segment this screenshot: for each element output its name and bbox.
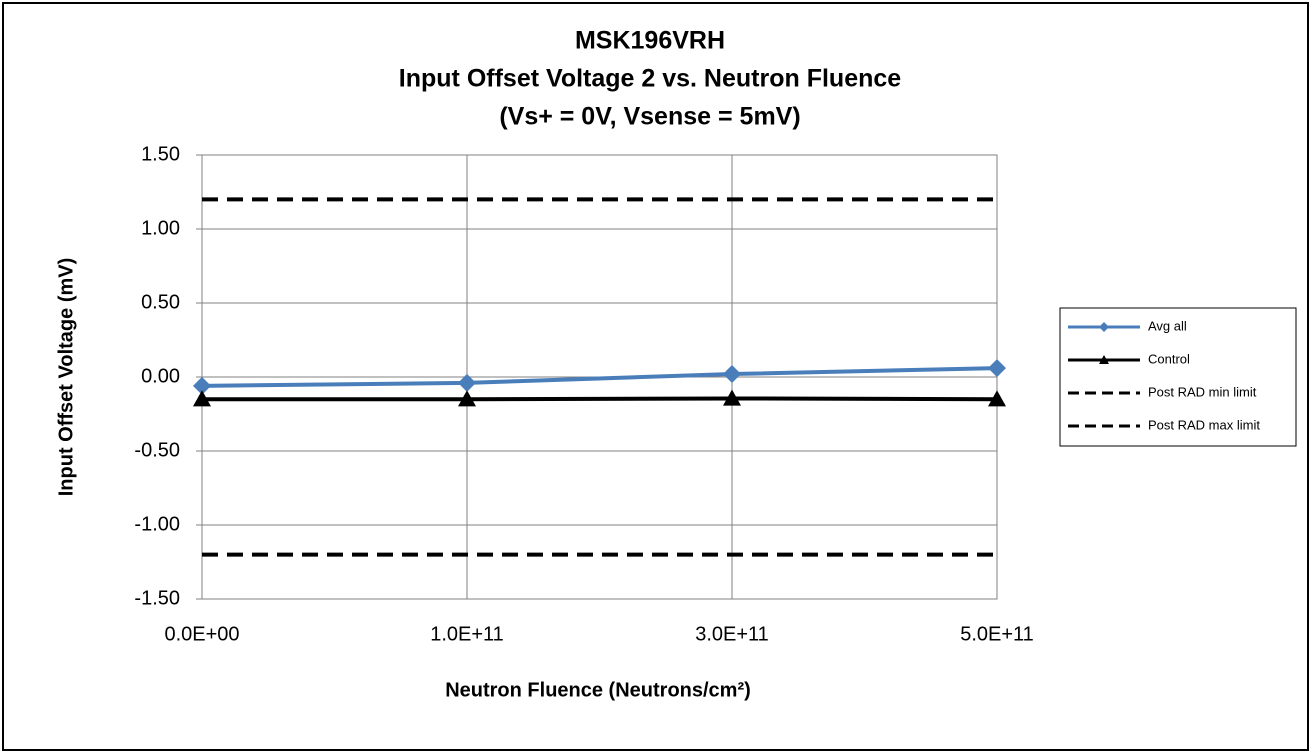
y-axis-label: Input Offset Voltage (mV) bbox=[55, 258, 77, 497]
legend-label: Control bbox=[1148, 351, 1190, 366]
y-tick-label: -0.50 bbox=[134, 439, 180, 461]
x-tick-label: 5.0E+11 bbox=[960, 623, 1034, 645]
marker bbox=[458, 373, 476, 392]
marker bbox=[193, 376, 211, 395]
x-tick-label: 1.0E+11 bbox=[430, 623, 504, 645]
legend bbox=[1059, 307, 1297, 447]
y-tick-label: 0.00 bbox=[141, 365, 180, 387]
chart-title: MSK196VRH bbox=[575, 27, 725, 55]
y-tick-label: -1.00 bbox=[134, 513, 180, 535]
y-tick-label: -1.50 bbox=[134, 587, 180, 609]
y-tick-label: 1.00 bbox=[141, 217, 180, 239]
series-line bbox=[201, 366, 998, 388]
marker bbox=[723, 365, 741, 384]
y-tick-label: 1.50 bbox=[141, 143, 180, 165]
x-axis-label: Neutron Fluence (Neutrons/cm²) bbox=[445, 679, 751, 701]
legend-label: Post RAD min limit bbox=[1148, 384, 1257, 399]
marker bbox=[1099, 322, 1109, 332]
marker bbox=[193, 390, 211, 407]
chart-title: Input Offset Voltage 2 vs. Neutron Fluen… bbox=[399, 65, 901, 93]
series-line bbox=[202, 396, 998, 402]
y-tick-label: 0.50 bbox=[141, 291, 180, 313]
legend-label: Avg all bbox=[1148, 318, 1187, 333]
x-tick-label: 0.0E+00 bbox=[164, 623, 239, 645]
marker bbox=[723, 389, 741, 406]
marker bbox=[988, 359, 1006, 378]
marker bbox=[1099, 355, 1109, 364]
x-tick-label: 3.0E+11 bbox=[695, 623, 769, 645]
legend-label: Post RAD max limit bbox=[1148, 417, 1260, 432]
marker bbox=[988, 390, 1006, 407]
marker bbox=[458, 390, 476, 407]
chart-title: (Vs+ = 0V, Vsense = 5mV) bbox=[499, 103, 800, 131]
